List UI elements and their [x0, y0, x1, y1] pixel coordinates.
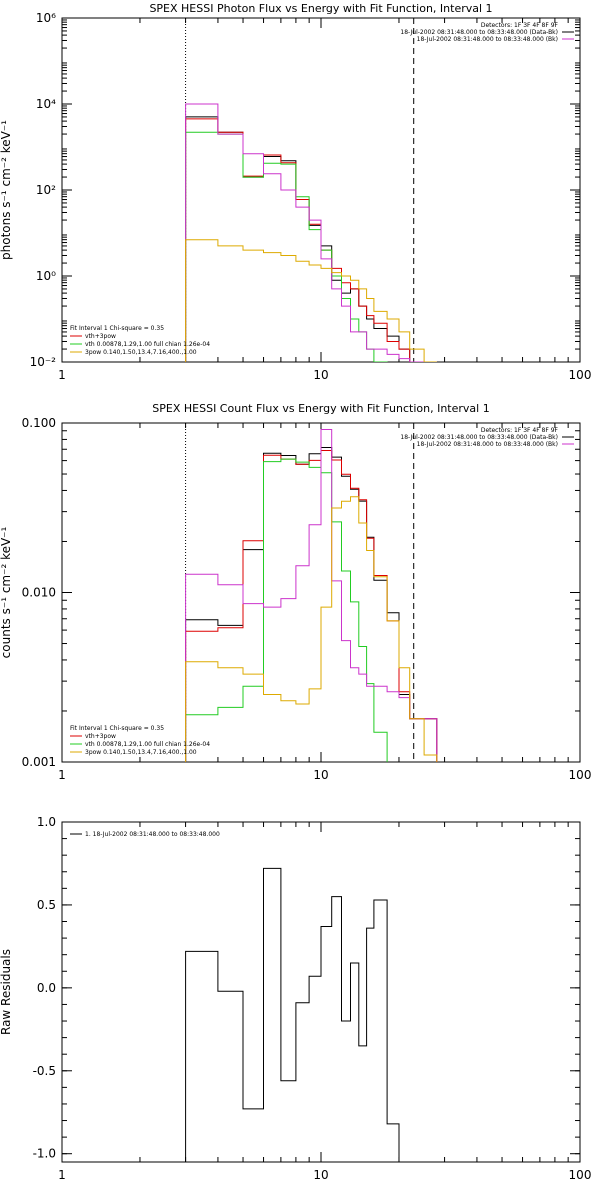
y-tick-label: 10⁴ [36, 97, 56, 111]
header-line: 18-Jul-2002 08:31:48.000 to 08:33:48.000… [417, 36, 558, 43]
y-tick-label: -0.5 [33, 1064, 56, 1078]
y-axis-label: Raw Residuals [0, 949, 13, 1035]
legend-entry: 3pow 0.140,1.50,13.4,7.16,400.,1.00 [85, 349, 197, 356]
y-tick-label: 10⁰ [36, 269, 56, 283]
series-group [185, 103, 438, 362]
legend-entry: vth+3pow [85, 733, 116, 740]
legend-entry: vth 0.00878,1.29,1.00 full chian 1.26e-0… [85, 341, 210, 348]
y-tick-label: 0.001 [22, 755, 56, 769]
x-tick-label: 1 [58, 368, 66, 382]
legend-entry: 1. 18-Jul-2002 08:31:48.000 to 08:33:48.… [85, 831, 220, 838]
legend-entry: Fit Interval 1 Chi-square = 0.35 [70, 725, 164, 732]
header-line: 18-Jul-2002 08:31:48.000 to 08:33:48.000… [400, 434, 558, 441]
panel-3: Raw Residuals 1 10 100 -1.0 -0.5 0.0 0.5 1.0 1. 1… [0, 815, 591, 1182]
legend-entry: 3pow 0.140,1.50,13.4,7.16,400.,1.00 [85, 749, 197, 756]
x-tick-label: 10 [313, 1168, 328, 1182]
series-group [185, 867, 410, 1162]
header-line: Detectors: 1F 3F 4F 8F 9F [481, 427, 559, 434]
x-tick-label: 100 [569, 1168, 592, 1182]
y-tick-label: 1.0 [37, 815, 56, 829]
x-tick-label: 1 [58, 768, 66, 782]
legend-entry: vth 0.00878,1.29,1.00 full chian 1.26e-0… [85, 741, 210, 748]
panel-1: SPEX HESSI Photon Flux vs Energy with Fi… [0, 2, 591, 382]
y-tick-label: 0.100 [22, 416, 56, 430]
series-line [185, 867, 410, 1162]
y-tick-label: 10⁻² [30, 355, 57, 369]
y-tick-label: 10² [36, 183, 56, 197]
series-line [185, 496, 438, 762]
y-tick-label: 10⁶ [36, 11, 56, 25]
series-line [185, 450, 438, 762]
chart-title: SPEX HESSI Photon Flux vs Energy with Fi… [149, 2, 492, 15]
chart-title: SPEX HESSI Count Flux vs Energy with Fit… [152, 402, 489, 415]
plot-frame [61, 17, 581, 363]
series-group [185, 429, 438, 762]
y-tick-label: -1.0 [33, 1147, 56, 1161]
x-tick-label: 100 [569, 768, 592, 782]
y-tick-label: 0.010 [22, 586, 56, 600]
header-line: 18-Jul-2002 08:31:48.000 to 08:33:48.000… [417, 441, 558, 448]
series-line [185, 447, 438, 762]
x-tick-label: 10 [313, 768, 328, 782]
x-tick-label: 100 [569, 368, 592, 382]
y-axis-label: counts s⁻¹ cm⁻² keV⁻¹ [0, 526, 13, 658]
series-line [185, 429, 438, 762]
legend-entry: Fit Interval 1 Chi-square = 0.35 [70, 325, 164, 332]
y-axis-label: photons s⁻¹ cm⁻² keV⁻¹ [0, 120, 13, 260]
plot-frame [61, 821, 581, 1163]
x-tick-label: 1 [58, 1168, 66, 1182]
panel-2: SPEX HESSI Count Flux vs Energy with Fit… [0, 402, 591, 782]
x-tick-label: 10 [313, 368, 328, 382]
series-line [185, 118, 437, 362]
legend-entry: vth+3pow [85, 333, 116, 340]
series-line [185, 103, 437, 362]
header-line: 18-Jul-2002 08:31:48.000 to 08:33:48.000… [400, 29, 558, 36]
y-tick-label: 0.0 [37, 981, 56, 995]
header-line: Detectors: 1F 3F 4F 8F 9F [481, 22, 559, 29]
series-line [185, 239, 437, 362]
y-tick-label: 0.5 [37, 898, 56, 912]
